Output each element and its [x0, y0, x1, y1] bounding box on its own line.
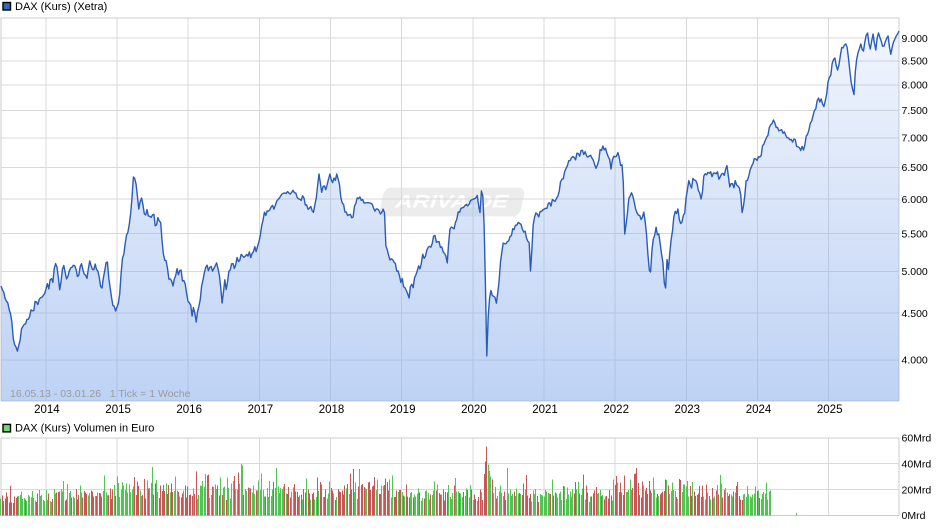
svg-text:7.000: 7.000 [902, 133, 928, 145]
svg-text:60Mrd: 60Mrd [902, 433, 932, 445]
svg-text:6.500: 6.500 [902, 162, 928, 174]
svg-text:2019: 2019 [390, 404, 416, 416]
svg-text:2024: 2024 [746, 404, 772, 416]
svg-text:2021: 2021 [532, 404, 558, 416]
svg-text:16.05.13 - 03.01.26 1 Tick =: 16.05.13 - 03.01.26 1 Tick = 1 Woche [10, 388, 191, 400]
svg-text:DAX (Kurs) Volumen in Euro: DAX (Kurs) Volumen in Euro [15, 423, 154, 435]
svg-text:2023: 2023 [675, 404, 701, 416]
svg-text:8.500: 8.500 [902, 56, 928, 68]
svg-text:2018: 2018 [319, 404, 345, 416]
svg-text:9.000: 9.000 [902, 33, 928, 45]
svg-text:ARIVA.DE: ARIVA.DE [393, 192, 509, 212]
svg-text:2025: 2025 [817, 404, 843, 416]
svg-text:DAX (Kurs) (Xetra): DAX (Kurs) (Xetra) [15, 1, 107, 13]
svg-text:7.500: 7.500 [902, 105, 928, 117]
svg-text:4.500: 4.500 [902, 308, 928, 320]
svg-text:2020: 2020 [461, 404, 487, 416]
svg-text:2016: 2016 [176, 404, 202, 416]
svg-text:40Mrd: 40Mrd [902, 458, 932, 470]
svg-text:0Mrd: 0Mrd [902, 510, 926, 522]
svg-text:8.000: 8.000 [902, 80, 928, 92]
svg-text:2014: 2014 [34, 404, 60, 416]
svg-text:2015: 2015 [105, 404, 131, 416]
svg-text:2017: 2017 [248, 404, 274, 416]
svg-text:20Mrd: 20Mrd [902, 484, 932, 496]
svg-text:5.000: 5.000 [902, 266, 928, 278]
svg-text:5.500: 5.500 [902, 228, 928, 240]
svg-text:6.000: 6.000 [902, 194, 928, 206]
svg-text:2022: 2022 [603, 404, 629, 416]
svg-text:4.000: 4.000 [902, 355, 928, 367]
